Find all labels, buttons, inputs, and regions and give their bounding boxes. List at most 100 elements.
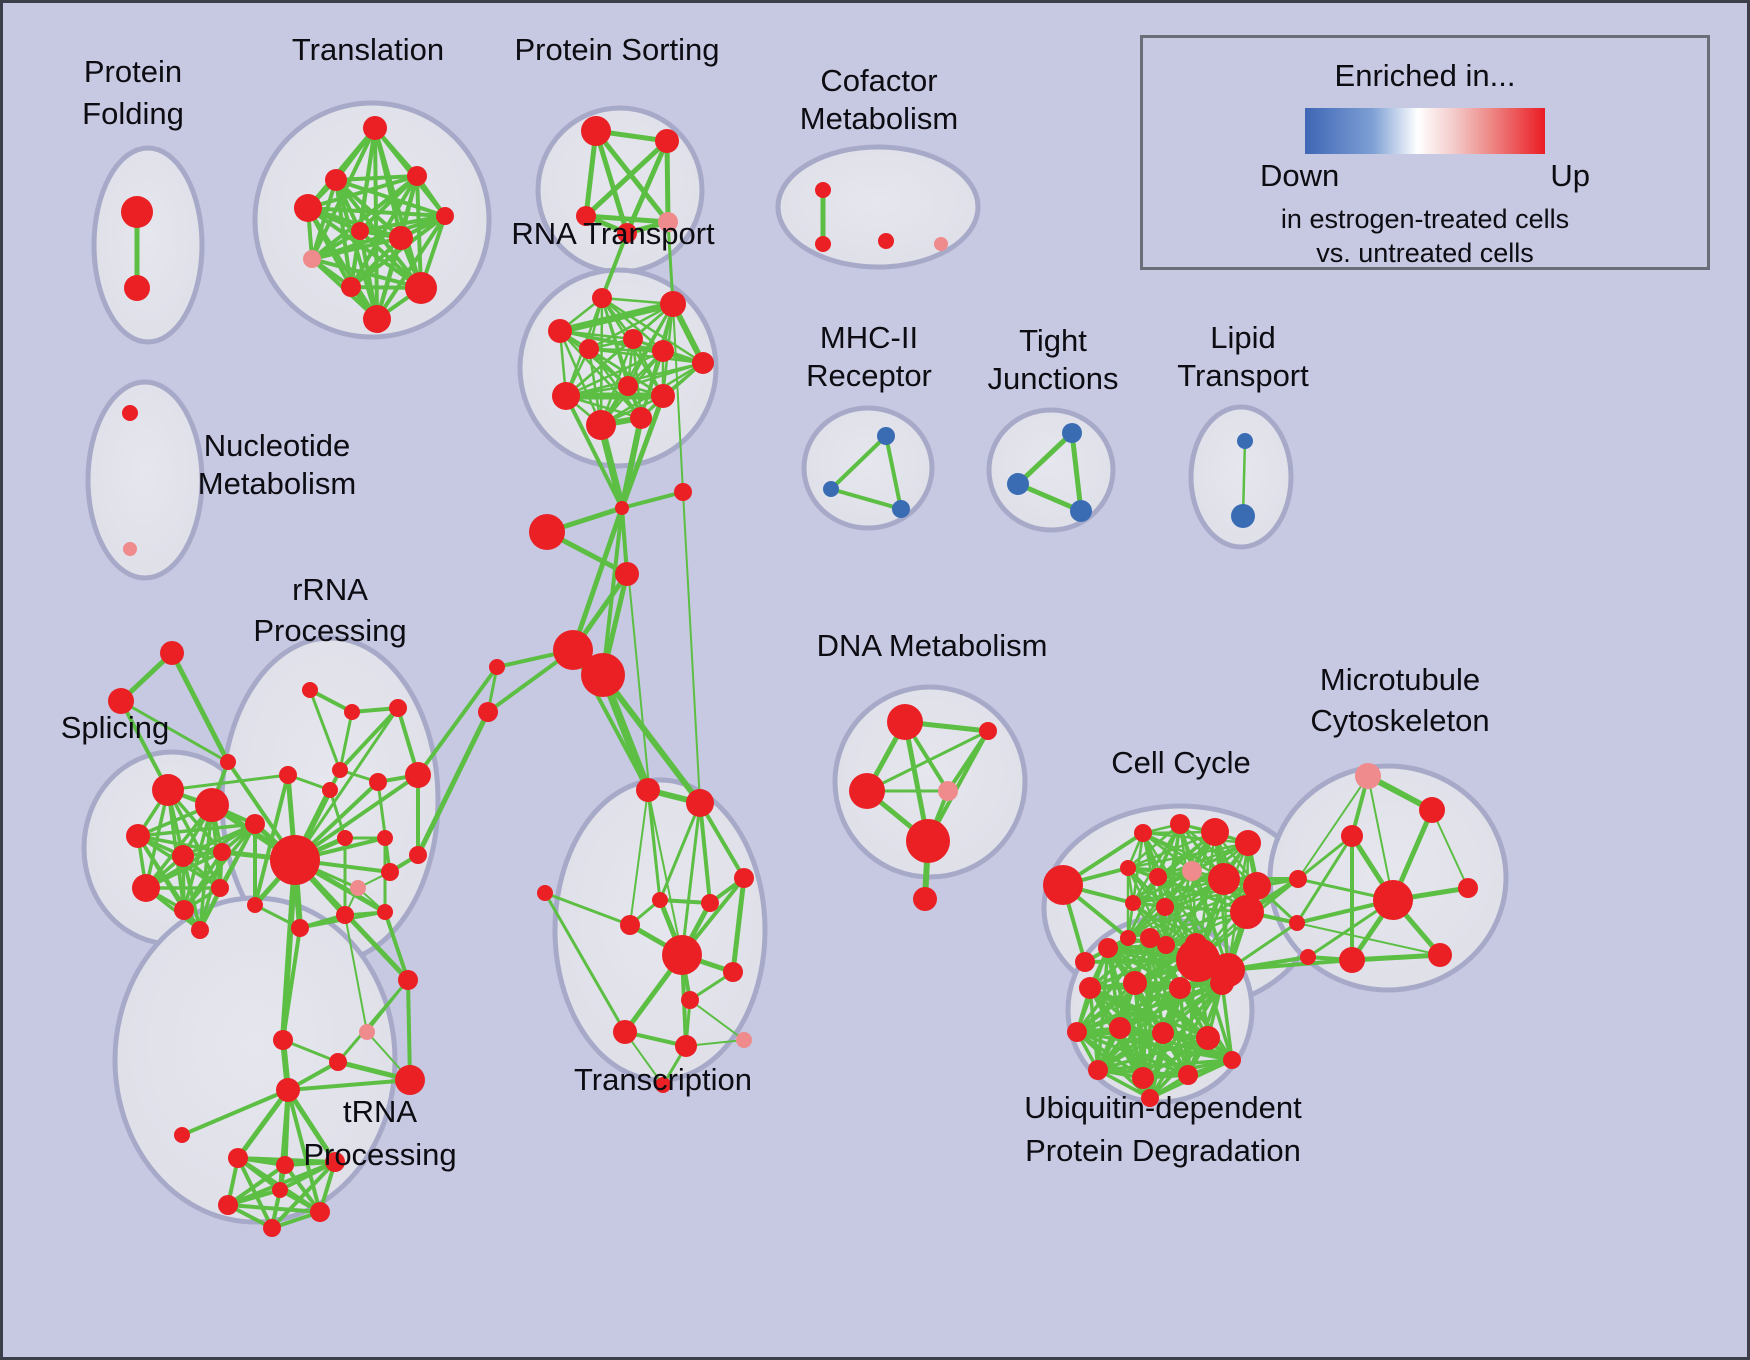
geneset-node-splicing-4[interactable]	[172, 845, 194, 867]
geneset-node-microtubule-3[interactable]	[1373, 880, 1413, 920]
geneset-node-chain-0[interactable]	[615, 501, 629, 515]
geneset-node-ubiquitin-6[interactable]	[1210, 971, 1234, 995]
geneset-node-transcription-12[interactable]	[655, 1077, 671, 1093]
geneset-node-dna-4[interactable]	[906, 819, 950, 863]
geneset-node-dna-5[interactable]	[913, 887, 937, 911]
geneset-node-splicing-9[interactable]	[191, 921, 209, 939]
geneset-node-cell_cycle-10[interactable]	[1243, 872, 1271, 900]
geneset-node-cell_cycle-4[interactable]	[1201, 818, 1229, 846]
geneset-node-rrna-14[interactable]	[336, 906, 354, 924]
geneset-node-protein_sorting-2[interactable]	[576, 206, 596, 226]
geneset-node-cell_cycle-19[interactable]	[1289, 915, 1305, 931]
geneset-node-cell_cycle-8[interactable]	[1182, 861, 1202, 881]
geneset-node-rrna-11[interactable]	[350, 880, 366, 896]
geneset-node-translation-4[interactable]	[351, 222, 369, 240]
geneset-node-splicing-0[interactable]	[152, 774, 184, 806]
geneset-node-tight-0[interactable]	[1062, 423, 1082, 443]
geneset-node-translation-1[interactable]	[325, 169, 347, 191]
geneset-node-cell_cycle-7[interactable]	[1149, 868, 1167, 886]
geneset-node-protein_folding-1[interactable]	[124, 275, 150, 301]
geneset-node-rrna-3[interactable]	[332, 762, 348, 778]
geneset-node-dna-0[interactable]	[887, 704, 923, 740]
geneset-node-ubiquitin-2[interactable]	[1185, 933, 1207, 955]
geneset-node-ubiquitin-15[interactable]	[1141, 1089, 1159, 1107]
geneset-node-transcription-4[interactable]	[652, 892, 668, 908]
geneset-node-rrna-10[interactable]	[377, 830, 393, 846]
geneset-node-translation-2[interactable]	[294, 194, 322, 222]
geneset-node-transcription-9[interactable]	[613, 1020, 637, 1044]
geneset-node-cell_cycle-11[interactable]	[1125, 895, 1141, 911]
geneset-node-transcription-1[interactable]	[686, 789, 714, 817]
geneset-node-protein_sorting-3[interactable]	[617, 223, 637, 243]
geneset-node-translation-8[interactable]	[405, 272, 437, 304]
geneset-node-ubiquitin-3[interactable]	[1079, 977, 1101, 999]
geneset-node-microtubule-0[interactable]	[1355, 763, 1381, 789]
geneset-node-cell_cycle-13[interactable]	[1230, 895, 1264, 929]
geneset-node-cell_cycle-20[interactable]	[1300, 949, 1316, 965]
geneset-node-ubiquitin-9[interactable]	[1152, 1022, 1174, 1044]
geneset-node-trna-1[interactable]	[174, 1127, 190, 1143]
geneset-node-cell_cycle-2[interactable]	[1134, 824, 1152, 842]
geneset-node-bridge_mid-4[interactable]	[273, 1030, 293, 1050]
geneset-node-protein_sorting-0[interactable]	[581, 116, 611, 146]
geneset-node-microtubule-5[interactable]	[1428, 943, 1452, 967]
geneset-node-trna-2[interactable]	[228, 1148, 248, 1168]
geneset-node-rrna-9[interactable]	[337, 830, 353, 846]
geneset-node-cell_cycle-14[interactable]	[1120, 930, 1136, 946]
geneset-node-rna_transport-2[interactable]	[548, 319, 572, 343]
geneset-node-cell_cycle-15[interactable]	[1157, 936, 1175, 954]
geneset-node-cofactor-0[interactable]	[815, 182, 831, 198]
geneset-node-cell_cycle-18[interactable]	[1289, 870, 1307, 888]
geneset-node-rrna-8[interactable]	[270, 835, 320, 885]
geneset-node-nucleotide-0[interactable]	[122, 405, 138, 421]
geneset-node-splicing-6[interactable]	[132, 874, 160, 902]
geneset-node-translation-0[interactable]	[363, 116, 387, 140]
geneset-node-trna-6[interactable]	[263, 1219, 281, 1237]
geneset-node-dna-2[interactable]	[849, 773, 885, 809]
geneset-node-bridge_mid-0[interactable]	[398, 970, 418, 990]
geneset-node-protein_folding-0[interactable]	[121, 196, 153, 228]
geneset-node-splicing-7[interactable]	[174, 900, 194, 920]
geneset-node-trna-8[interactable]	[272, 1182, 288, 1198]
geneset-node-mhc-1[interactable]	[823, 481, 839, 497]
geneset-node-ubiquitin-14[interactable]	[1223, 1051, 1241, 1069]
geneset-node-rna_transport-3[interactable]	[623, 329, 643, 349]
geneset-node-triangle-1[interactable]	[108, 688, 134, 714]
geneset-node-rrna-16[interactable]	[291, 919, 309, 937]
geneset-node-transcription-8[interactable]	[681, 991, 699, 1009]
geneset-node-transcription-5[interactable]	[620, 915, 640, 935]
geneset-node-chain-3[interactable]	[615, 562, 639, 586]
geneset-node-tight-2[interactable]	[1070, 500, 1092, 522]
geneset-node-lipid-0[interactable]	[1237, 433, 1253, 449]
geneset-node-microtubule-2[interactable]	[1341, 825, 1363, 847]
geneset-node-rna_transport-6[interactable]	[692, 352, 714, 374]
geneset-node-ubiquitin-0[interactable]	[1098, 938, 1118, 958]
geneset-node-splicing-5[interactable]	[213, 843, 231, 861]
geneset-node-mhc-2[interactable]	[892, 500, 910, 518]
geneset-node-ubiquitin-11[interactable]	[1088, 1060, 1108, 1080]
geneset-node-cofactor-3[interactable]	[934, 237, 948, 251]
geneset-node-chain-1[interactable]	[674, 483, 692, 501]
geneset-node-nucleotide-1[interactable]	[123, 542, 137, 556]
geneset-node-translation-7[interactable]	[341, 277, 361, 297]
geneset-node-ubiquitin-5[interactable]	[1169, 977, 1191, 999]
geneset-node-ubiquitin-1[interactable]	[1140, 928, 1160, 948]
geneset-node-rna_transport-7[interactable]	[552, 382, 580, 410]
geneset-node-chain-2[interactable]	[529, 514, 565, 550]
geneset-node-ubiquitin-4[interactable]	[1123, 971, 1147, 995]
geneset-node-transcription-2[interactable]	[734, 868, 754, 888]
geneset-node-transcription-10[interactable]	[675, 1035, 697, 1057]
geneset-node-cofactor-1[interactable]	[815, 236, 831, 252]
geneset-node-rrna-1[interactable]	[344, 704, 360, 720]
geneset-node-rrna-2[interactable]	[389, 699, 407, 717]
geneset-node-cell_cycle-0[interactable]	[1043, 865, 1083, 905]
geneset-node-rna_transport-11[interactable]	[630, 407, 652, 429]
geneset-node-dna-3[interactable]	[938, 781, 958, 801]
geneset-node-bridge_mid-1[interactable]	[329, 1053, 347, 1071]
geneset-node-rrna-7[interactable]	[405, 762, 431, 788]
geneset-node-triangle-0[interactable]	[160, 641, 184, 665]
geneset-node-translation-5[interactable]	[389, 226, 413, 250]
geneset-node-triangle-2[interactable]	[220, 754, 236, 770]
geneset-node-rrna-5[interactable]	[322, 782, 338, 798]
geneset-node-rrna-17[interactable]	[247, 897, 263, 913]
